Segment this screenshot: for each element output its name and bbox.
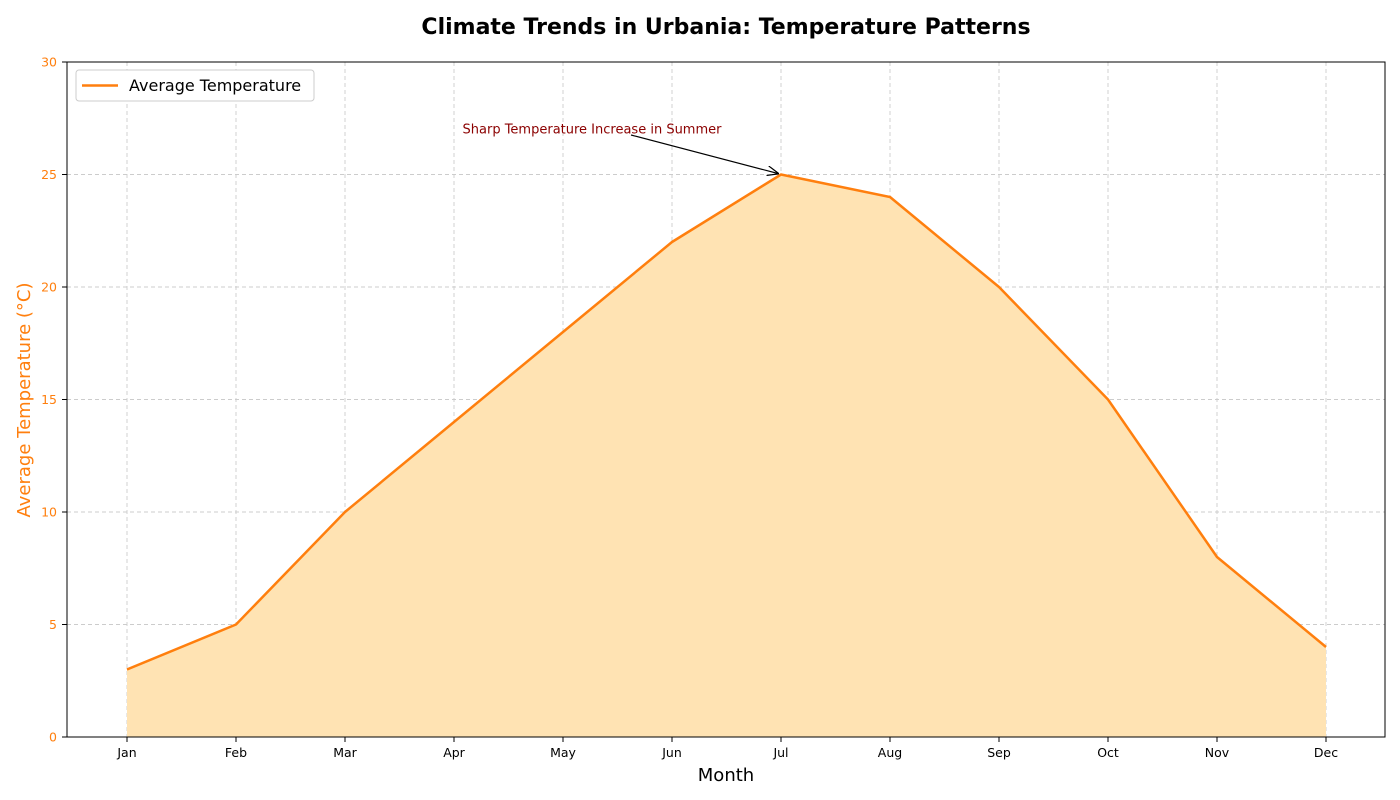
annotation-text: Sharp Temperature Increase in Summer [463, 123, 723, 138]
y-tick-label: 30 [41, 55, 57, 70]
y-axis-label: Average Temperature (°C) [14, 283, 35, 518]
x-tick-label: Sep [987, 745, 1011, 760]
y-tick-label: 10 [41, 505, 57, 520]
x-tick-label: Jun [661, 745, 682, 760]
x-axis-ticks: Jan Feb Mar Apr May Jun Jul Aug Sep Oct Nov Dec [116, 737, 1338, 760]
y-tick-label: 0 [49, 730, 57, 745]
x-tick-label: Jul [772, 745, 788, 760]
legend-box [75, 69, 315, 102]
x-tick-label: Jan [116, 745, 136, 760]
x-tick-label: Feb [225, 745, 247, 760]
chart-title: Climate Trends in Urbania: Temperature P… [421, 15, 1030, 40]
x-axis-label: Month [698, 765, 754, 786]
y-tick-label: 15 [41, 392, 57, 407]
x-tick-label: May [550, 745, 576, 760]
legend-label: Average Temperature [129, 76, 301, 95]
x-tick-label: Nov [1205, 745, 1230, 760]
annotation-arrow [630, 134, 778, 174]
x-tick-label: Oct [1097, 745, 1119, 760]
x-tick-label: Apr [443, 745, 465, 760]
line-layer [126, 173, 1327, 671]
x-tick-label: Dec [1314, 745, 1338, 760]
y-tick-label: 5 [49, 617, 57, 632]
legend: Average Temperature [75, 69, 315, 102]
temperature-line [126, 173, 1327, 671]
y-axis-ticks: 0 5 10 15 20 25 30 [41, 55, 67, 745]
x-tick-label: Aug [878, 745, 902, 760]
x-tick-label: Mar [333, 745, 357, 760]
y-tick-label: 20 [41, 280, 57, 295]
annotation: Sharp Temperature Increase in Summer [463, 123, 778, 174]
y-tick-label: 25 [41, 167, 57, 182]
